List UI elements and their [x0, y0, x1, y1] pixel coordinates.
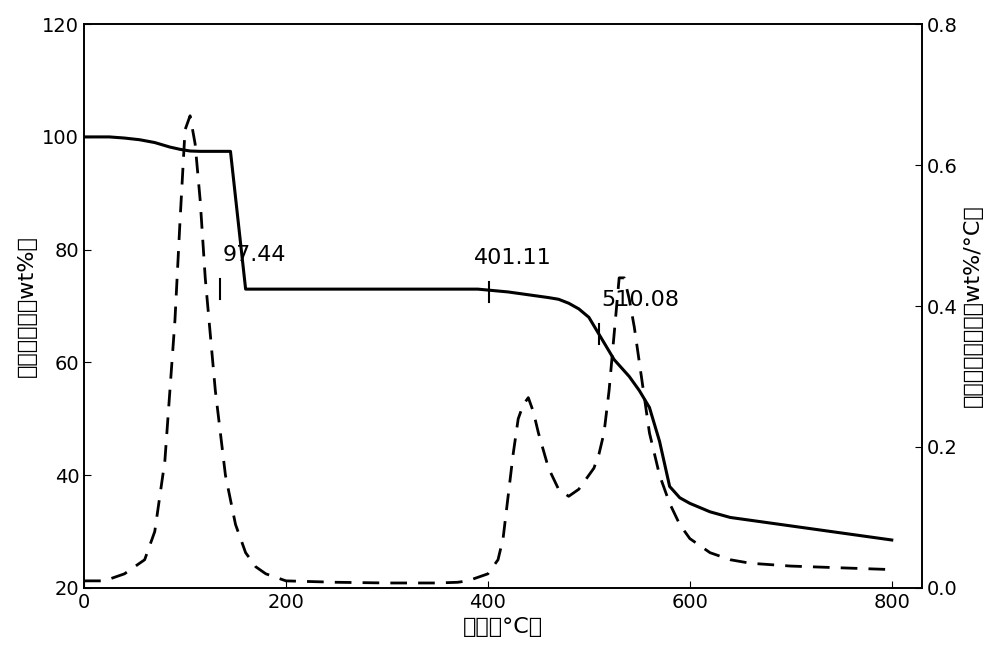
Text: 97.44: 97.44 [222, 245, 286, 265]
Text: 401.11: 401.11 [474, 248, 552, 267]
Y-axis label: 重量百分比（wt%）: 重量百分比（wt%） [17, 235, 37, 377]
Text: 510.08: 510.08 [601, 290, 679, 310]
X-axis label: 温度（°C）: 温度（°C） [463, 617, 543, 638]
Y-axis label: 衍生重量百分比（wt%/°C）: 衍生重量百分比（wt%/°C） [963, 205, 983, 407]
